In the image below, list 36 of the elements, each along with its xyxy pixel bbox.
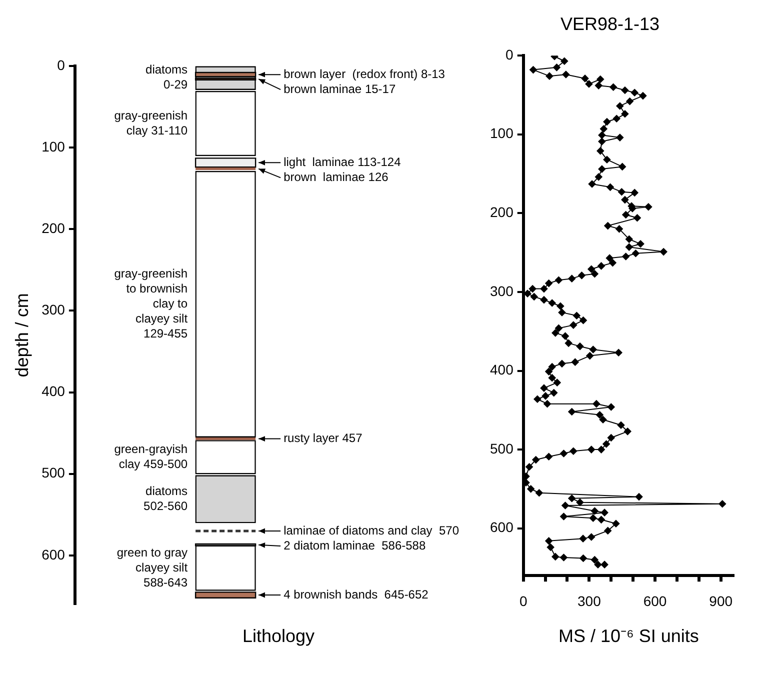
x-tick-label: 0 [519,592,528,609]
x-tick-label: 300 [578,592,602,609]
y-tick-label: 200 [490,204,514,220]
y-tick-label: 400 [490,362,514,378]
series-label: gray-greenish clay 31-110 [114,108,188,138]
y-tick-label: 100 [42,138,66,154]
y-tick-label: 300 [490,282,514,299]
ref-line-label: laminae of diatoms and clay 570 [284,523,460,538]
y-tick-label: 500 [42,464,66,481]
series-label: diatoms 0-29 [146,62,188,92]
ref-line-label: rusty layer 457 [284,431,363,446]
y-tick-label: 300 [42,302,66,318]
ref-line-label: brown laminae 126 [284,170,389,184]
y-tick-label: 0 [57,56,66,73]
y-axis-title: depth / cm [12,293,32,378]
y-tick-label: 600 [490,519,514,536]
y-tick-label: 0 [506,46,514,62]
y-tick-label: 600 [42,546,66,562]
band-label: light laminae 113-124 [284,154,402,169]
x-tick-label: 600 [643,592,667,609]
x-tick-label: 900 [709,592,733,609]
y-tick-label: 100 [490,125,514,142]
y-tick-label: 200 [42,220,66,236]
series-label: green to gray clayey silt 588-643 [116,545,188,590]
series-label: diatoms 502-560 [144,484,188,513]
y-tick-label: 400 [42,383,66,400]
x-axis-title: Lithology [242,626,315,646]
y-tick-label: 500 [490,440,514,456]
band-label: 2 diatom laminae 586-588 [284,538,426,552]
band-label: 4 brownish bands 645-652 [284,587,429,602]
series-label: gray-greenish to brownish clay to clayey silt 129-455 [114,266,188,341]
series-label: green-grayish clay 459-500 [114,442,188,471]
band-label: brown layer (redox front) 8-13 [284,66,446,81]
chart-title: VER98-1-13 [560,14,660,34]
band-label: brown laminae 15-17 [284,82,396,96]
x-axis-title: MS / 10⁻⁶ SI units [558,626,699,646]
